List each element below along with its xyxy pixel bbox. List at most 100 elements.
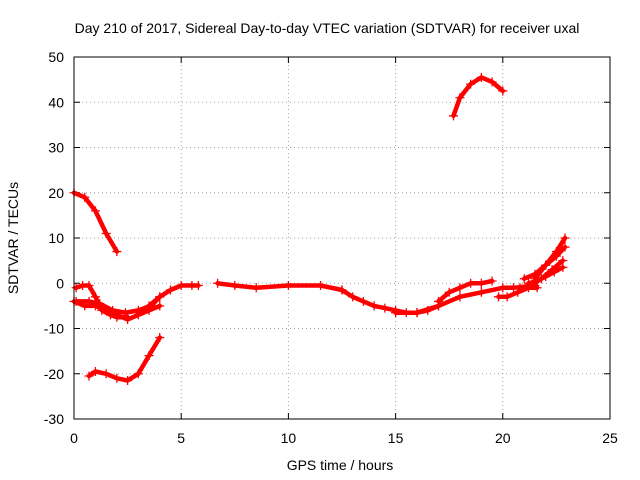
data-point (90, 206, 100, 216)
data-point (90, 292, 100, 302)
y-tick-label: 10 (48, 230, 64, 246)
data-point (101, 369, 111, 379)
data-point (455, 93, 465, 103)
data-point (84, 296, 94, 306)
data-point (84, 371, 94, 381)
y-tick-label: 50 (48, 49, 64, 65)
series-arc-4 (84, 333, 165, 386)
data-point (515, 283, 525, 293)
data-point (560, 242, 570, 252)
data-point (494, 292, 504, 302)
data-point (380, 303, 390, 313)
x-tick-label: 15 (388, 430, 404, 446)
x-tick-label: 25 (602, 430, 618, 446)
plot-frame (73, 56, 611, 420)
y-tick-label: -10 (44, 321, 64, 337)
data-point (560, 233, 570, 243)
data-point (155, 301, 165, 311)
y-tick-label: -20 (44, 366, 64, 382)
series-arc-11 (448, 72, 508, 121)
series-arc-10 (433, 276, 497, 306)
data-point (337, 285, 347, 295)
data-point (412, 308, 422, 318)
y-tick-label: 30 (48, 140, 64, 156)
data-point (455, 292, 465, 302)
data-point (95, 299, 105, 309)
data-point (513, 287, 523, 297)
y-axis-label: SDTVAR / TECUs (5, 182, 21, 294)
series-arc-15 (530, 233, 570, 284)
data-point (369, 301, 379, 311)
data-point (476, 287, 486, 297)
data-point (532, 276, 542, 286)
data-point (551, 247, 561, 257)
data-point (90, 366, 100, 376)
data-point (230, 281, 240, 291)
data-point (466, 278, 476, 288)
data-point (80, 192, 90, 202)
x-tick-label: 5 (177, 430, 185, 446)
series-arc-16 (524, 262, 568, 288)
data-point (541, 271, 551, 281)
data-point (524, 278, 534, 288)
data-point (519, 274, 529, 284)
data-point (120, 308, 130, 318)
data-point (133, 308, 143, 318)
x-tick-label: 20 (495, 430, 511, 446)
data-point (144, 301, 154, 311)
data-point (251, 283, 261, 293)
data-point (541, 260, 551, 270)
y-tick-label: 0 (56, 275, 64, 291)
data-point (213, 278, 223, 288)
y-tick-label: 40 (48, 94, 64, 110)
y-tick-label: -30 (44, 411, 64, 427)
data-point (112, 373, 122, 383)
x-axis-label: GPS time / hours (287, 457, 394, 473)
data-point (455, 283, 465, 293)
data-point (108, 305, 118, 315)
data-point (433, 296, 443, 306)
data-point (391, 308, 401, 318)
data-point (498, 86, 508, 96)
data-point (476, 72, 486, 82)
data-point (144, 351, 154, 361)
data-point (112, 247, 122, 257)
tick-labels: 0 5 10 15 20 25 -30 -20 -10 0 10 20 30 40 50 (44, 49, 618, 446)
data-point (466, 79, 476, 89)
data-point (112, 312, 122, 322)
data-point (348, 292, 358, 302)
data-point (448, 111, 458, 121)
data-point (97, 305, 107, 315)
data-point (165, 285, 175, 295)
data-point (123, 376, 133, 386)
series-arc-6 (133, 281, 203, 318)
series-trace (532, 235, 568, 281)
data-point (71, 296, 81, 306)
data-point (487, 276, 497, 286)
data-point (502, 292, 512, 302)
x-tick-label: 10 (281, 430, 297, 446)
data-point (444, 287, 454, 297)
data-point (498, 283, 508, 293)
data-point (358, 296, 368, 306)
data-point (84, 281, 94, 291)
data-point (176, 281, 186, 291)
series-arc-9 (391, 281, 540, 318)
data-point (155, 333, 165, 343)
data-point (283, 281, 293, 291)
chart-title: Day 210 of 2017, Sidereal Day-to-day VTE… (75, 20, 580, 36)
data-series (69, 72, 570, 386)
data-point (105, 310, 115, 320)
x-tick-label: 0 (70, 430, 78, 446)
data-point (101, 228, 111, 238)
data-point (193, 281, 203, 291)
series-trace (451, 75, 506, 119)
data-point (71, 283, 81, 293)
grid (74, 57, 610, 419)
data-point (476, 278, 486, 288)
data-point (549, 267, 559, 277)
y-tick-label: 20 (48, 185, 64, 201)
data-point (558, 262, 568, 272)
